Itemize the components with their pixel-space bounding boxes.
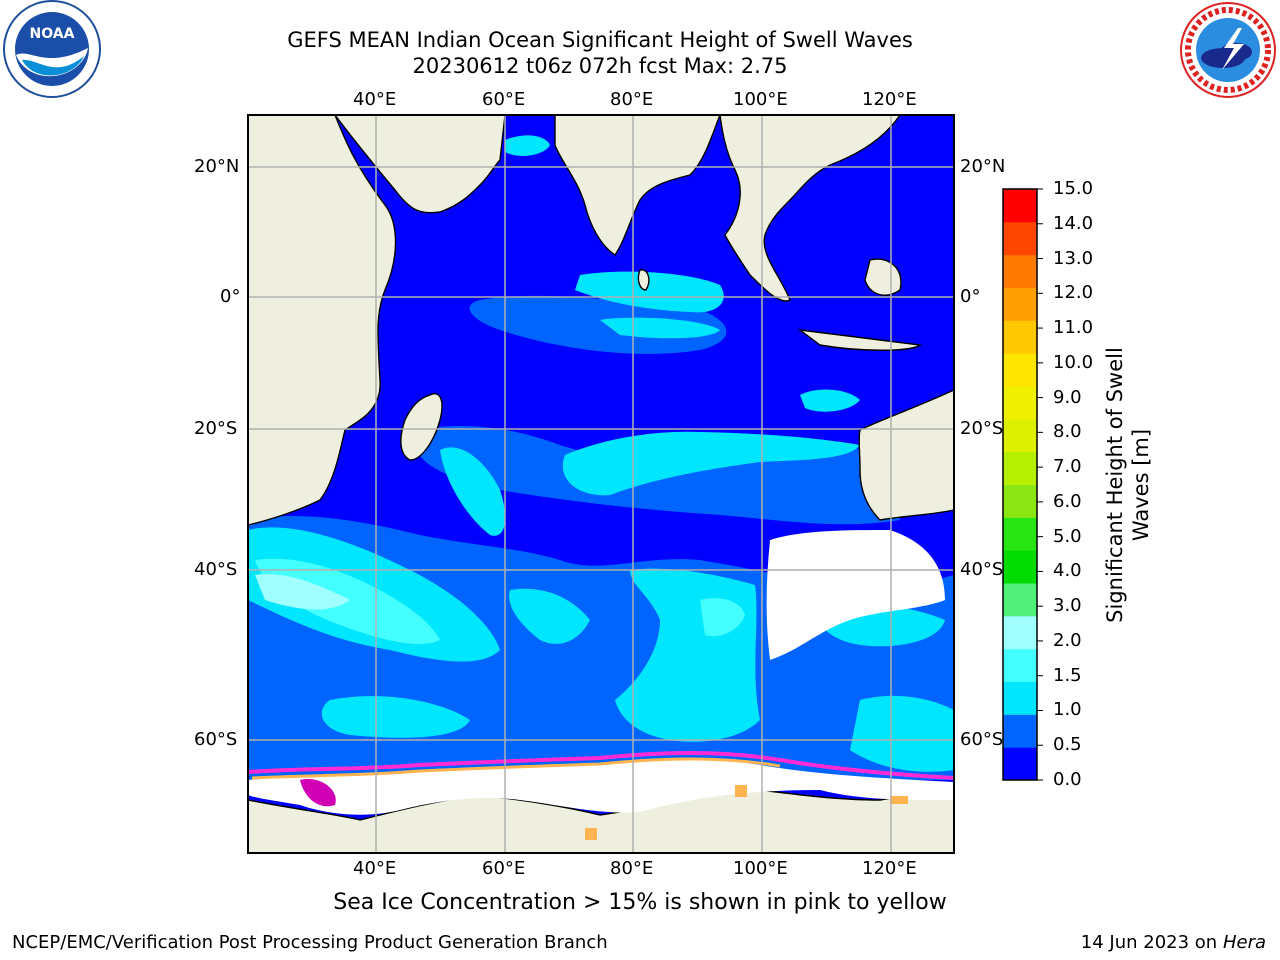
colorbar-segment: [1003, 386, 1037, 420]
noaa-logo-text: NOAA: [30, 26, 75, 42]
colorbar-tick-label: 14.0: [1053, 212, 1094, 234]
credit-branch: NCEP/EMC/Verification Post Processing Pr…: [12, 932, 608, 953]
lat-label-left: 20°N: [194, 156, 240, 177]
sea-ice-edge: [248, 751, 954, 780]
colorbar-tick-label: 1.5: [1053, 664, 1082, 686]
colorbar-tick-label: 8.0: [1053, 421, 1082, 443]
sea-ice-footnote: Sea Ice Concentration > 15% is shown in …: [333, 890, 947, 915]
lon-label-bottom: 80°E: [610, 858, 654, 879]
colorbar-segment: [1003, 418, 1037, 453]
nws-logo: [1180, 2, 1276, 98]
lon-label-bottom: 40°E: [353, 858, 397, 879]
lon-label-top: 40°E: [353, 89, 397, 110]
colorbar-tick-label: 15.0: [1053, 178, 1094, 199]
lon-label-top: 80°E: [610, 89, 654, 110]
colorbar-tick-label: 11.0: [1053, 317, 1094, 339]
lat-label-left: 40°S: [194, 559, 238, 580]
colorbar-tick-label: 2.0: [1053, 629, 1082, 651]
colorbar-segment: [1003, 254, 1037, 288]
land: [248, 115, 954, 853]
lat-label-right: 20°S: [960, 418, 1004, 439]
lon-label-top: 120°E: [862, 89, 917, 110]
colorbar-segment: [1003, 615, 1037, 650]
lat-label-left: 20°S: [194, 418, 238, 439]
noaa-logo: NOAA: [3, 0, 101, 98]
colorbar-segment: [1003, 221, 1037, 256]
colorbar-tick-label: 10.0: [1053, 351, 1094, 373]
colorbar-tick-label: 13.0: [1053, 247, 1094, 269]
chart-subtitle: 20230612 t06z 072h fcst Max: 2.75: [412, 54, 788, 78]
lat-label-right: 60°S: [960, 729, 1004, 750]
swell-band-1.5: [575, 271, 724, 313]
colorbar-segment: [1003, 189, 1037, 223]
credit-machine: Hera: [1222, 932, 1266, 953]
colorbar-segment: [1003, 747, 1037, 781]
lon-label-bottom: 60°E: [482, 858, 526, 879]
lon-label-top: 100°E: [733, 89, 788, 110]
colorbar-tick-label: 0.0: [1053, 769, 1082, 790]
colorbar-segment: [1003, 714, 1037, 748]
map-frame: [247, 114, 955, 854]
colorbar-tick-label: 3.0: [1053, 595, 1082, 617]
colorbar-title: Significant Height of Swell Waves [m]: [1102, 330, 1154, 640]
colorbar-title-text: Significant Height of Swell Waves [m]: [1103, 347, 1153, 623]
colorbar-segment: [1003, 517, 1037, 551]
ice-white-region: [766, 530, 945, 660]
credit-date: 14 Jun 2023 on Hera: [1081, 932, 1266, 953]
lon-label-bottom: 120°E: [862, 858, 917, 879]
colorbar-tick-label: 12.0: [1053, 282, 1094, 304]
colorbar-tick-label: 6.0: [1053, 490, 1082, 512]
colorbar-tick-label: 7.0: [1053, 456, 1082, 478]
lat-label-right: 40°S: [960, 559, 1004, 580]
colorbar-segment: [1003, 451, 1037, 485]
colorbar-tick-label: 4.0: [1053, 560, 1082, 582]
lon-label-top: 60°E: [482, 89, 526, 110]
lon-label-bottom: 100°E: [733, 858, 788, 879]
colorbar-tick-label: 9.0: [1053, 386, 1082, 408]
swell-band-3.0: [255, 574, 350, 610]
lat-label-right: 0°: [960, 286, 981, 307]
colorbar-segment: [1003, 681, 1037, 715]
colorbar-segment: [1003, 648, 1037, 682]
colorbar-segment: [1003, 287, 1037, 321]
lat-label-right: 20°N: [960, 156, 1006, 177]
lat-label-left: 0°: [220, 286, 241, 307]
colorbar-segment: [1003, 320, 1037, 354]
colorbar-tick-label: 1.0: [1053, 699, 1082, 721]
colorbar-segment: [1003, 550, 1037, 584]
colorbar-segment: [1003, 353, 1037, 387]
gridlines: [248, 115, 954, 853]
colorbar-tick-label: 5.0: [1053, 525, 1082, 547]
colorbar-segment: [1003, 583, 1037, 617]
lat-label-left: 60°S: [194, 729, 238, 750]
colorbar-segment: [1003, 484, 1037, 518]
colorbar-frame: [1002, 188, 1038, 781]
colorbar-tick-label: 0.5: [1053, 734, 1082, 756]
credit-date-text: 14 Jun 2023 on: [1080, 932, 1218, 953]
chart-title: GEFS MEAN Indian Ocean Significant Heigh…: [287, 28, 913, 52]
